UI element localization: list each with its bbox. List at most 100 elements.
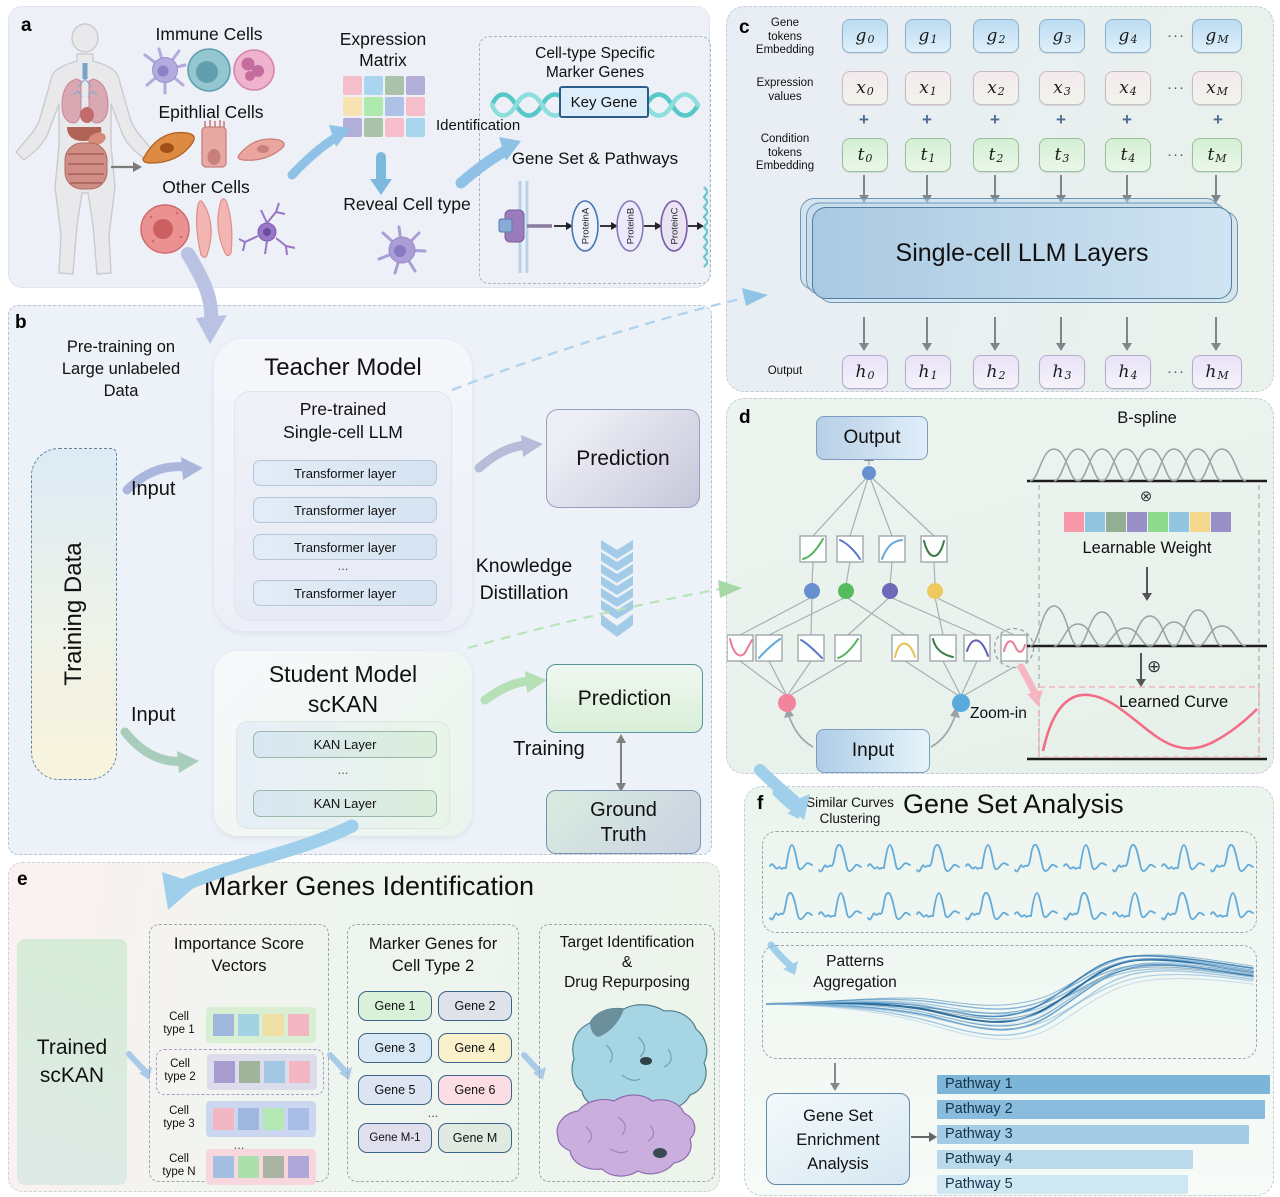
bspline-label: B-spline [1117,409,1177,427]
protein-b-label: ProteinB [626,208,637,244]
input-label-bottom: Input [131,704,176,726]
ground-truth-box: Ground Truth [546,790,701,854]
immune-cells-label: Immune Cells [155,24,263,44]
score-square [288,1156,309,1178]
plus-sign: + [1122,110,1132,129]
input-arrow-top [122,457,203,495]
condition-tokens-ellipsis: ··· [1167,146,1185,163]
importance-vector [207,1054,317,1090]
weight-square [1190,512,1210,532]
aggregated-patterns-box [762,945,1257,1059]
panel-label-b: b [15,312,27,333]
matrix-cell [343,97,362,116]
panel-label-c: c [739,17,750,38]
panel-label-e: e [17,869,28,890]
gene-pill: Gene 1 [358,991,432,1021]
gene-curves-grid [769,843,1254,921]
weight-square [1085,512,1105,532]
student-prediction-box: Prediction [546,664,703,733]
importance-vector [206,1007,316,1043]
training-label: Training [513,738,585,760]
expression-matrix-grid [343,76,425,137]
score-square [213,1156,234,1178]
kan-layers-box: KAN Layer ... KAN Layer [236,721,450,829]
arrow-body-to-cells [111,162,142,172]
score-square [239,1061,260,1083]
importance-score-title: Importance Score Vectors [173,935,305,975]
kan-output-box: Output [816,416,928,460]
importance-ellipsis: ... [233,1137,245,1152]
panel-d-kan-architecture: d [726,398,1274,774]
marker-genes-title: Marker Genes for Cell Type 2 [368,935,498,975]
layers-ellipsis: ... [337,558,349,573]
training-data-label: Training Data [60,542,87,686]
patterns-aggregation-label: Patterns Aggregation [813,953,897,991]
learnable-weight-squares [1064,512,1231,532]
transformer-layer: Transformer layer [253,460,437,486]
gene-pill: Gene 5 [358,1075,432,1105]
matrix-cell [385,76,404,95]
matrix-cell [385,97,404,116]
plus-sign: + [990,110,1000,129]
score-square [288,1014,309,1036]
matrix-cell [364,97,383,116]
score-square [263,1014,284,1036]
gene-tokens-ellipsis: ··· [1167,27,1185,44]
matrix-cell [406,118,425,137]
plus-sign: + [859,110,869,129]
plus-sign: + [922,110,932,129]
panel-f-gene-set-analysis: f Similar Curves Clustering Gene Set Anal… [744,786,1274,1196]
score-square [263,1156,284,1178]
gene-pill: Gene 6 [438,1075,512,1105]
gene-pill: Gene 3 [358,1033,432,1063]
gene-pill: Gene 2 [438,991,512,1021]
revealed-cell-icon [377,225,427,275]
score-square [264,1061,285,1083]
knowledge-distillation-chevrons [601,540,633,637]
panel-e-marker-genes: e Marker Genes Identification Trained scK… [8,862,720,1192]
learned-curve-label: Learned Curve [1119,693,1229,711]
expression-values-row-label: Expression values [756,77,814,103]
arrow-importance-to-genes [327,1052,352,1080]
score-square [238,1108,259,1130]
training-data-box: Training Data [31,448,117,780]
cell-type-label: Cell type 2 [164,1058,196,1083]
weight-square [1211,512,1231,532]
importance-vector [206,1101,316,1137]
importance-row-cell-type-1: Cell type 1 [158,1005,322,1045]
single-cell-llm-layers-box: Single-cell LLM Layers [812,207,1232,299]
target-title: Target Identification & Drug Repurposing [559,934,695,991]
expression-matrix-title: Expression Matrix [339,29,427,70]
kan-ellipsis: ... [337,762,349,777]
score-square [213,1108,234,1130]
teacher-model-box: Teacher Model Pre-trained Single-cell LLM… [214,339,472,631]
matrix-cell [385,118,404,137]
score-square [263,1108,284,1130]
pathway-bar: Pathway 2 [937,1100,1265,1119]
cell-type-label: Cell type 1 [163,1011,195,1036]
marker-genes-result-box: Cell-type Specific Marker Genes Key Gene … [479,36,711,284]
importance-row-cell-type-n: Cell type N [158,1147,322,1187]
student-model-title: Student Model [268,661,418,687]
weight-square [1148,512,1168,532]
epithlial-cells-icons [142,120,285,168]
weight-square [1127,512,1147,532]
weight-square [1169,512,1189,532]
panel-a-flow-arrows [287,125,521,195]
other-cells-label: Other Cells [162,177,250,197]
pathway-bar: Pathway 3 [937,1125,1249,1144]
pretrained-llm-title: Pre-trained Single-cell LLM [283,399,403,442]
transformer-layer: Transformer layer [253,580,437,606]
